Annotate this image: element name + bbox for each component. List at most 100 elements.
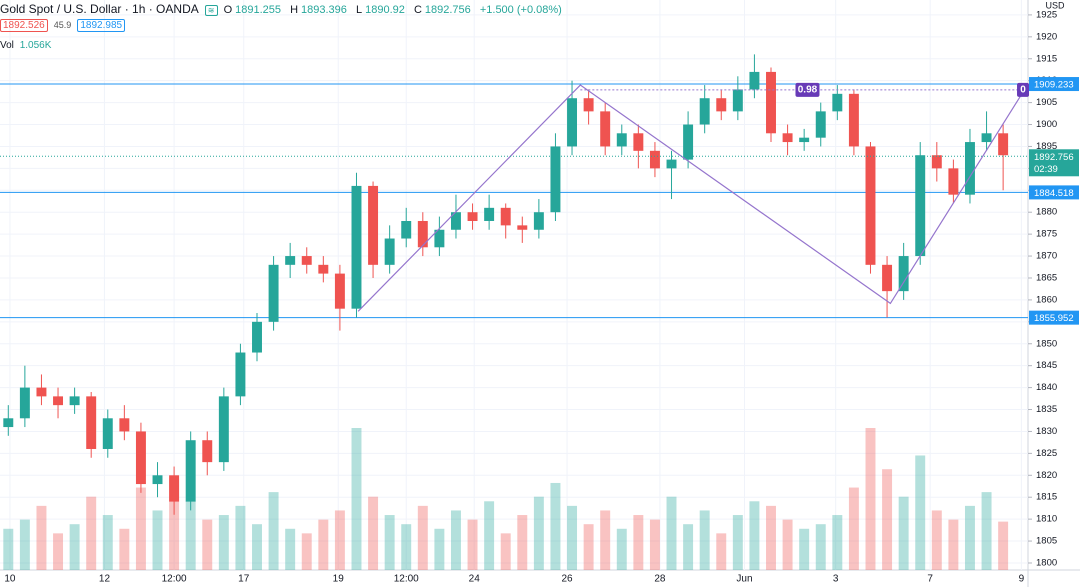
volume-bar xyxy=(815,524,826,570)
y-tick-label: 1905 xyxy=(1036,97,1057,108)
value: 1.056K xyxy=(19,40,52,51)
volume-bar xyxy=(931,510,942,570)
candle-body xyxy=(252,321,262,353)
candle-body xyxy=(898,256,909,292)
bid[interactable]: 1892.526 xyxy=(0,19,48,32)
volume-bar xyxy=(202,519,213,570)
y-tick-label: 1800 xyxy=(1036,558,1057,569)
x-tick-label: 7 xyxy=(927,574,933,585)
volume-bar xyxy=(19,519,30,570)
x-tick-label: 24 xyxy=(469,574,481,585)
candle-body xyxy=(981,133,992,143)
candle-body xyxy=(401,220,412,239)
candle-body xyxy=(732,89,743,112)
candle-body xyxy=(633,133,644,151)
volume-bar xyxy=(998,521,1009,570)
candle-body xyxy=(550,146,561,213)
volume-bar xyxy=(268,492,279,570)
volume-bar xyxy=(235,505,246,570)
volume-bar xyxy=(368,496,379,570)
volume-bar xyxy=(517,515,528,570)
y-tick-label: 1810 xyxy=(1036,514,1057,525)
candle-body xyxy=(36,387,47,397)
y-tick-label: 1870 xyxy=(1036,251,1057,262)
volume-bar xyxy=(3,528,14,570)
volume-bar xyxy=(600,510,611,570)
candle-body xyxy=(931,155,942,169)
hline-label-box xyxy=(1029,310,1079,325)
y-tick-label: 1850 xyxy=(1036,338,1057,349)
volume-bar xyxy=(434,528,445,570)
volume-bar xyxy=(285,528,296,570)
candle-body xyxy=(434,229,445,248)
candle-body xyxy=(102,418,113,449)
volume-bar xyxy=(318,519,329,570)
volume-legend: Vol 1.056K xyxy=(0,40,54,51)
candle-body xyxy=(583,98,594,112)
y-tick-label: 1840 xyxy=(1036,382,1057,393)
candle-body xyxy=(169,475,180,502)
ask[interactable]: 1892.985 xyxy=(77,19,126,32)
candle-body xyxy=(699,98,710,125)
candle-body xyxy=(882,264,893,292)
candle-body xyxy=(666,159,677,169)
y-tick-label: 1915 xyxy=(1036,53,1057,64)
volume-bar xyxy=(550,482,561,570)
hline-label: 1884.518 xyxy=(1034,188,1074,199)
volume-bar xyxy=(185,501,196,570)
countdown: 02:39 xyxy=(1034,164,1058,175)
candle-body xyxy=(716,98,727,112)
candle-body xyxy=(600,111,611,147)
label: H xyxy=(290,4,299,16)
y-tick-label: 1830 xyxy=(1036,426,1057,437)
y-tick-label: 1860 xyxy=(1036,294,1057,305)
grid xyxy=(0,0,1028,570)
candle-body xyxy=(484,207,495,221)
candle-body xyxy=(135,431,146,485)
candle-body xyxy=(799,137,810,143)
candle-body xyxy=(152,475,163,485)
y-tick-label: 1835 xyxy=(1036,404,1057,415)
candle-body xyxy=(450,212,461,230)
candle-body xyxy=(185,440,196,502)
candle-body xyxy=(467,212,478,221)
y-tick-label: 1805 xyxy=(1036,536,1057,547)
y-tick-label: 1825 xyxy=(1036,448,1057,459)
volume-bar xyxy=(616,528,627,570)
volume-bar xyxy=(567,505,578,570)
fib-label-box xyxy=(795,82,820,97)
candle-body xyxy=(832,93,843,112)
volume-bar xyxy=(450,510,461,570)
candle-body xyxy=(119,418,130,432)
candle-body xyxy=(53,396,64,406)
x-tick-label: 9 xyxy=(1019,574,1025,585)
x-tick-label: 26 xyxy=(561,574,573,585)
volume-bar xyxy=(766,505,776,570)
volume-bar xyxy=(401,524,412,570)
volume-bar xyxy=(782,519,793,570)
currency: USD xyxy=(1045,0,1065,10)
candle-body xyxy=(533,212,544,230)
last-price-label: 1892.756 xyxy=(1034,152,1074,163)
y-tick-label: 1895 xyxy=(1036,141,1057,152)
candle-body xyxy=(202,440,213,463)
spread: 45.9 xyxy=(53,20,72,30)
volume-bar xyxy=(633,515,644,570)
candle-body xyxy=(964,142,975,195)
ohlc-c: C 1892.756 xyxy=(414,4,474,16)
value: 1893.396 xyxy=(301,4,347,16)
volume-bar xyxy=(948,519,959,570)
y-tick-label: 1880 xyxy=(1036,207,1057,218)
ohlc-l: L 1890.92 xyxy=(356,4,408,16)
candle-body xyxy=(384,238,395,265)
candle-body xyxy=(683,124,694,160)
x-tick-label: 10 xyxy=(4,574,16,585)
volume-bar xyxy=(484,501,495,570)
icon[interactable]: ≋ xyxy=(204,5,218,16)
x-tick-label: 19 xyxy=(333,574,345,585)
volume-bar xyxy=(699,510,710,570)
x-tick-label: Jun xyxy=(736,574,752,585)
x-tick-label: 12 xyxy=(99,574,111,585)
hline-label-box xyxy=(1029,185,1079,200)
volume-bar xyxy=(119,528,130,570)
